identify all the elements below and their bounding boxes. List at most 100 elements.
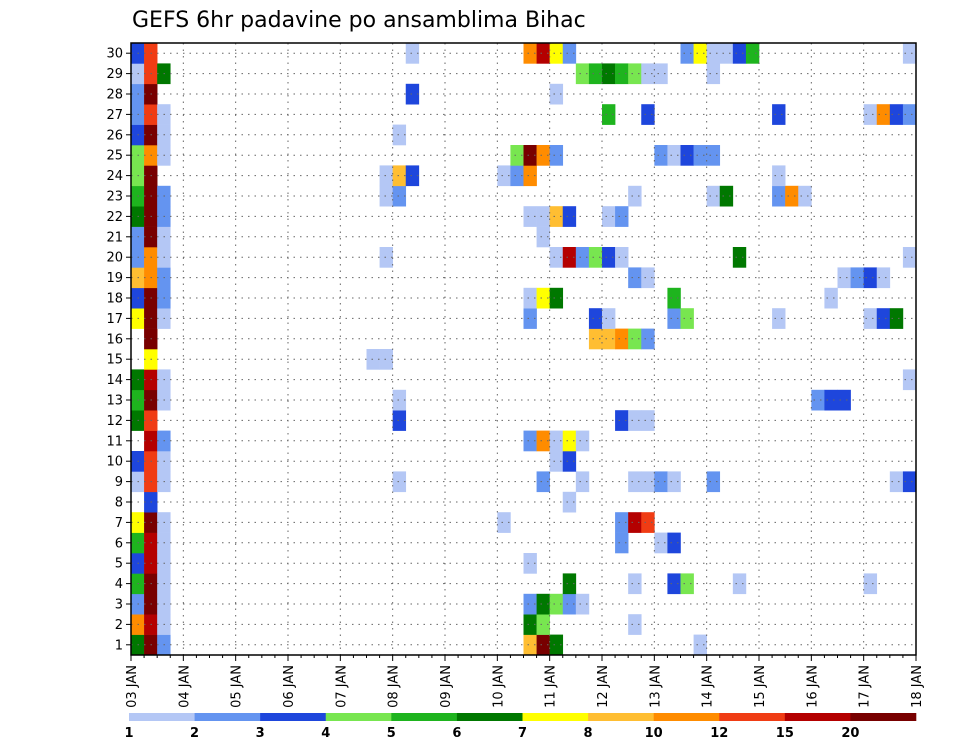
y-tick-label: 5 [115,557,123,572]
heatmap-cell [549,247,564,268]
heatmap-cell [602,328,616,350]
heatmap-cell [772,308,786,329]
heatmap-cell [536,614,550,635]
x-tick-label: 17 JAN [858,665,873,708]
heatmap-cell [693,634,707,656]
heatmap-cell [876,308,891,329]
y-tick-label: 16 [106,332,123,347]
heatmap-cell [706,471,721,493]
heatmap-cell [641,512,655,533]
heatmap-cell [811,389,825,411]
y-tick-label: 29 [106,67,123,82]
heatmap-cell [667,573,681,595]
legend-swatch [784,713,851,721]
y-tick-label: 8 [115,496,123,511]
heatmap-cell [615,63,629,85]
legend-level-label: 2 [190,726,199,741]
heatmap-cell [549,451,564,472]
heatmap-cell [706,145,721,166]
heatmap-cell [798,185,812,207]
heatmap-cell [392,389,407,411]
heatmap-cell [680,308,694,329]
heatmap-cell [863,104,878,125]
legend-swatch [260,713,327,721]
heatmap-cell [536,593,550,615]
heatmap-cell [667,145,681,166]
heatmap-cell [785,185,799,207]
heatmap-cell [536,145,550,166]
heatmap-cell [562,430,577,452]
heatmap-cell [536,430,550,452]
heatmap-cell [824,389,838,411]
legend-swatch [522,713,589,721]
x-tick-label: 15 JAN [753,665,768,708]
y-tick-label: 25 [106,149,123,164]
heatmap-cell [654,145,668,166]
heatmap-cell [863,573,878,595]
heatmap-cell [850,267,864,289]
legend-level-label: 4 [321,726,330,741]
heatmap-cell [523,553,537,574]
y-tick-label: 28 [106,88,123,103]
heatmap-cell [654,471,668,493]
heatmap-cell [628,614,642,635]
heatmap-cell [588,308,603,329]
heatmap-cell [549,634,564,656]
heatmap-cell [562,451,577,472]
x-tick-label: 06 JAN [282,665,297,708]
y-tick-label: 20 [106,251,123,266]
heatmap-cell [523,593,537,615]
heatmap-cell [628,512,642,533]
heatmap-cell [902,104,917,125]
heatmap-cell [366,349,380,370]
heatmap-cell [680,145,694,166]
legend-level-label: 5 [387,726,396,741]
heatmap-cell [615,328,629,350]
heatmap-cell [575,63,590,85]
legend-level-label: 20 [841,726,859,741]
heatmap-cell [615,532,629,554]
heatmap-cell [379,185,393,207]
heatmap-cell [523,634,537,656]
heatmap-cell [536,471,550,493]
x-tick-label: 05 JAN [230,665,245,708]
legend-level-label: 15 [776,726,794,741]
y-tick-label: 27 [106,108,123,123]
heatmap-cell [588,63,603,85]
heatmap-cell [405,83,420,105]
heatmap-cell [772,104,786,125]
heatmap-cell [615,247,629,268]
heatmap-cell [732,573,747,595]
heatmap-cell [667,308,681,329]
heatmap-cell [523,430,537,452]
legend-level-label: 8 [584,726,593,741]
heatmap-cell [562,247,577,268]
legend-swatch [850,713,917,721]
x-tick-label: 13 JAN [648,665,663,708]
x-tick-label: 10 JAN [491,665,506,708]
heatmap-cell [641,104,655,125]
heatmap-cell [628,471,642,493]
x-tick-label: 08 JAN [387,665,402,708]
heatmap-cell [641,471,655,493]
heatmap-cell [876,267,891,289]
heatmap-cell [772,165,786,187]
heatmap-cell [523,206,537,227]
heatmap-cell [536,287,550,309]
heatmap-cell [719,43,734,64]
heatmap-cell [562,491,577,513]
heatmap-cell [824,287,838,309]
y-tick-label: 7 [115,516,123,531]
y-tick-label: 12 [106,414,123,429]
x-tick-label: 14 JAN [701,665,716,708]
legend-swatch [194,713,261,721]
heatmap-cell [405,165,420,187]
legend-swatch [391,713,458,721]
legend-swatch [129,713,195,721]
heatmap-cell [497,512,511,533]
heatmap-cell [549,83,564,105]
heatmap-cell [379,349,393,370]
legend-level-label: 6 [452,726,461,741]
heatmap-cell [536,206,550,227]
heatmap-cell [745,43,760,64]
